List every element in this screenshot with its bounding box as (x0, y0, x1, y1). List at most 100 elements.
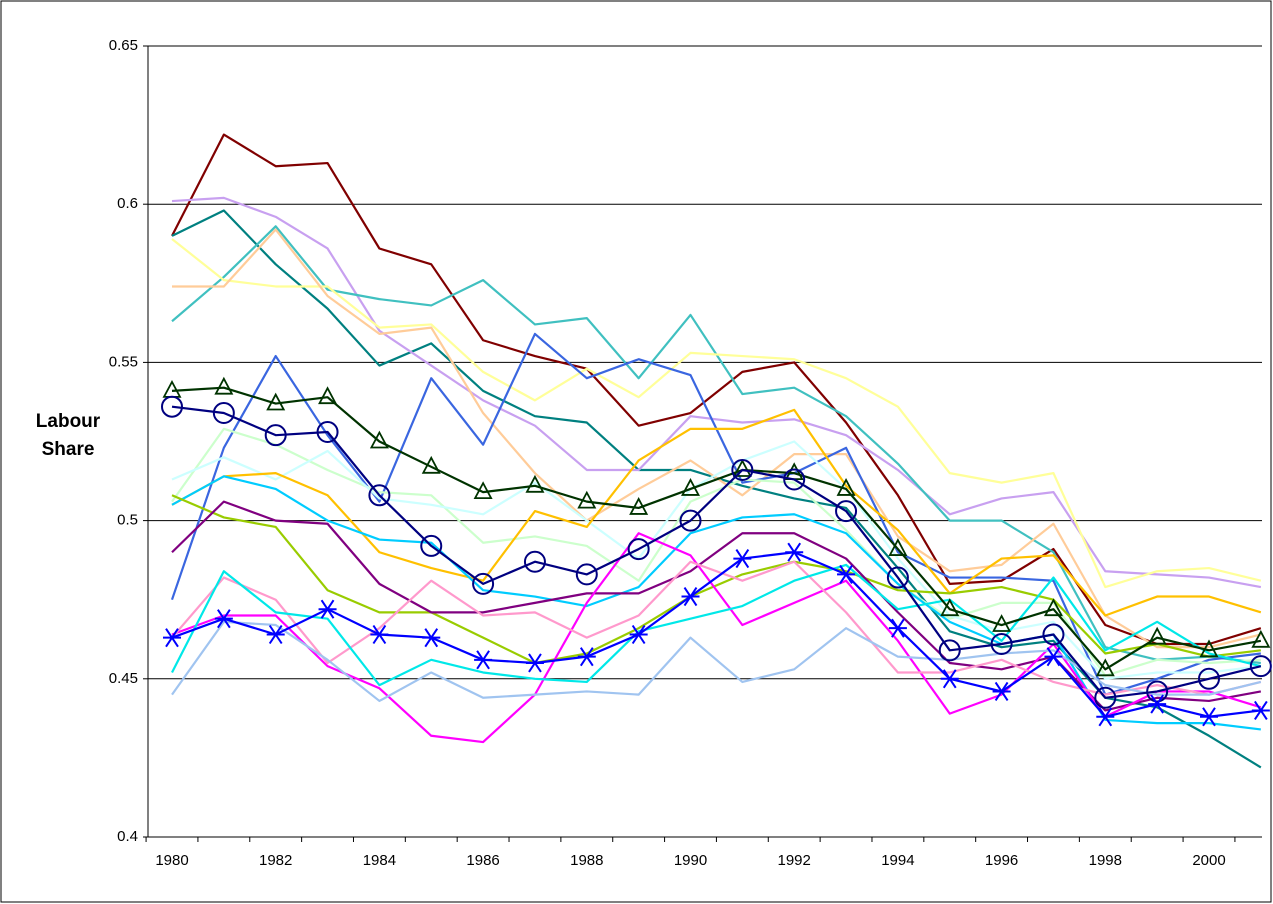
marker-star (1200, 707, 1218, 727)
marker-star (940, 669, 959, 689)
marker-circle (1042, 623, 1065, 646)
marker-triangle (318, 386, 338, 405)
marker-circle (368, 484, 391, 507)
marker-circle (264, 424, 287, 447)
marker-star (629, 624, 648, 645)
marker-triangle (732, 459, 752, 477)
marker-triangle (473, 481, 493, 500)
marker-triangle (836, 478, 856, 496)
marker-circle (1146, 680, 1169, 703)
marker-star (422, 628, 441, 648)
marker-star (888, 618, 907, 638)
marker-triangle (629, 497, 649, 515)
marker-circle (783, 468, 806, 491)
series-line (171, 551, 1261, 718)
x-tick-label: 1998 (1089, 852, 1122, 869)
marker-star (214, 609, 233, 629)
marker-circle (161, 395, 183, 418)
x-tick-label: 1986 (466, 852, 499, 869)
series-line (171, 386, 1262, 671)
marker-star (1148, 694, 1167, 714)
marker-star (474, 650, 493, 670)
y-tick-label: 0.45 (109, 670, 138, 687)
marker-triangle (1095, 658, 1115, 677)
marker-triangle (1199, 639, 1219, 658)
marker-triangle (369, 430, 389, 449)
marker-triangle (1147, 626, 1167, 645)
marker-triangle (525, 474, 545, 493)
marker-star (733, 549, 752, 569)
marker-circle (835, 500, 858, 523)
marker-circle (575, 563, 598, 586)
marker-circle (420, 534, 443, 557)
x-tick-label: 1988 (570, 852, 603, 869)
marker-star (370, 624, 389, 645)
axes: 0.4 0.45 0.5 0.55 0.6 0.65 1980 1982 1984 1986 198… (109, 37, 1262, 869)
marker-triangle (1043, 598, 1063, 617)
x-tick-label: 1980 (155, 852, 188, 869)
marker-circle (886, 566, 909, 589)
marker-star (681, 586, 700, 607)
series-line (171, 563, 1262, 687)
series-line (171, 500, 1262, 712)
x-tick-label: 1996 (985, 852, 1018, 869)
y-tick-label: 0.4 (117, 828, 138, 845)
x-tick-label: 1982 (259, 852, 292, 869)
y-axis-label: Labour Share (35, 411, 101, 460)
marker-triangle (992, 614, 1012, 632)
marker-star (992, 681, 1011, 702)
x-tick-label: 1994 (881, 852, 914, 869)
marker-star (837, 564, 856, 584)
y-tick-label: 0.65 (109, 37, 138, 54)
series-line (171, 209, 1262, 769)
marker-circle (1094, 686, 1117, 709)
x-tick-label: 1992 (778, 852, 811, 869)
marker-triangle (1251, 629, 1271, 648)
marker-star (1096, 707, 1115, 727)
marker-circle (938, 639, 961, 662)
series-line (171, 238, 1262, 589)
x-tick-label: 1984 (363, 852, 396, 869)
marker-triangle (266, 392, 286, 411)
y-tick-label: 0.55 (109, 353, 138, 370)
marker-star (1044, 647, 1063, 667)
marker-star (163, 628, 181, 648)
marker-circle (472, 572, 495, 595)
marker-circle (679, 509, 702, 532)
y-tick-label: 0.5 (117, 512, 138, 529)
series-line (171, 440, 1261, 680)
marker-triangle (940, 598, 960, 617)
marker-triangle (681, 478, 700, 496)
y-tick-label: 0.6 (117, 195, 138, 212)
marker-triangle (162, 379, 182, 398)
x-tick-label: 2000 (1192, 852, 1225, 869)
marker-star (1251, 700, 1270, 720)
marker-triangle (888, 538, 908, 556)
marker-circle (523, 550, 546, 573)
marker-circle (990, 632, 1013, 655)
marker-circle (1249, 655, 1272, 678)
marker-triangle (577, 490, 597, 509)
series-line (171, 494, 1261, 665)
marker-triangle (214, 376, 234, 395)
marker-star (577, 647, 596, 667)
series-line (171, 475, 1261, 731)
marker-circle (212, 402, 235, 425)
series-line (172, 228, 1262, 649)
series-lines (161, 133, 1272, 769)
marker-triangle (421, 455, 441, 474)
x-tick-label: 1990 (674, 852, 707, 869)
series-line (171, 532, 1262, 744)
marker-circle (627, 538, 650, 561)
marker-star (266, 624, 285, 645)
series-line (171, 405, 1262, 699)
marker-star (785, 542, 804, 562)
marker-star (525, 653, 544, 673)
marker-star (318, 599, 337, 619)
marker-circle (316, 421, 339, 444)
marker-circle (731, 458, 754, 481)
marker-circle (1198, 667, 1220, 690)
